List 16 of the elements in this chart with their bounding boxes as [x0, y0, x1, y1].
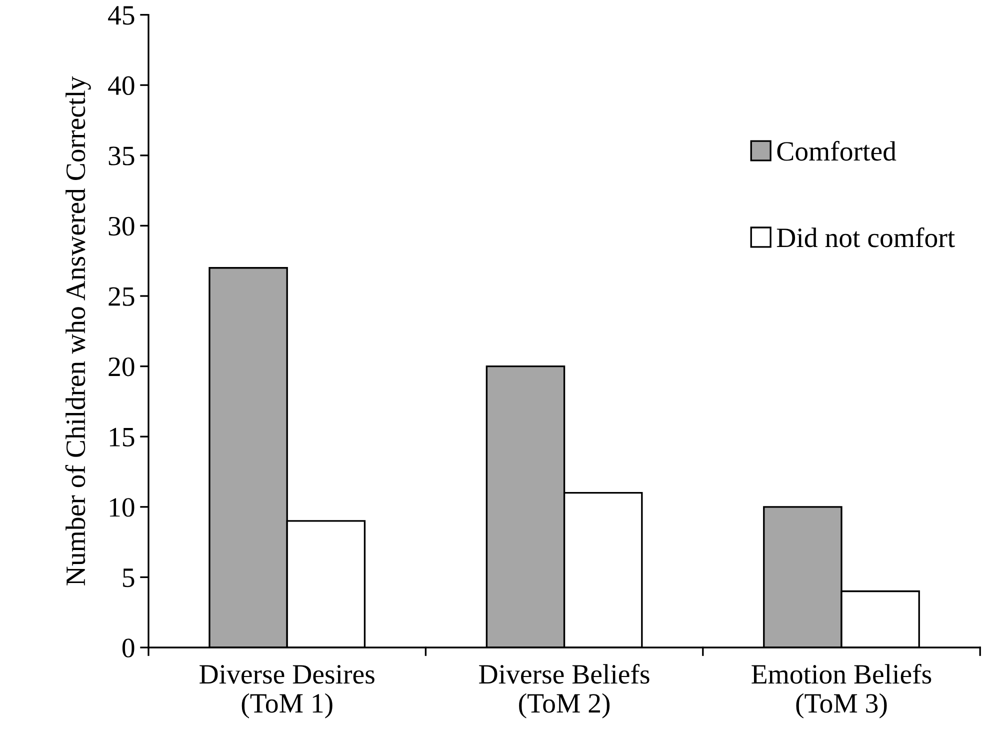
y-tick-label: 15	[110, 428, 134, 447]
legend-label: Comforted	[777, 140, 896, 161]
y-tick-label: 30	[108, 216, 134, 236]
y-tick-label: 20	[108, 357, 134, 376]
y-tick-label: 0	[122, 638, 134, 658]
y-tick-label: 45	[108, 6, 134, 25]
y-tick-label: 5	[123, 568, 134, 588]
x-tick-label: Diverse Beliefs (ToM 2)	[479, 664, 650, 718]
x-tick-label: Emotion Beliefs (ToM 3)	[752, 664, 932, 718]
x-tick-label: Diverse Desires (ToM 1)	[200, 665, 374, 718]
legend-label: Did not comfort	[776, 227, 955, 248]
y-tick-label: 10	[110, 498, 134, 517]
y-tick-label: 40	[108, 76, 134, 96]
y-tick-label: 35	[108, 146, 134, 166]
y-tick-label: 25	[108, 287, 134, 306]
y-axis-title: Number of Children who Answered Correctly	[65, 76, 91, 586]
